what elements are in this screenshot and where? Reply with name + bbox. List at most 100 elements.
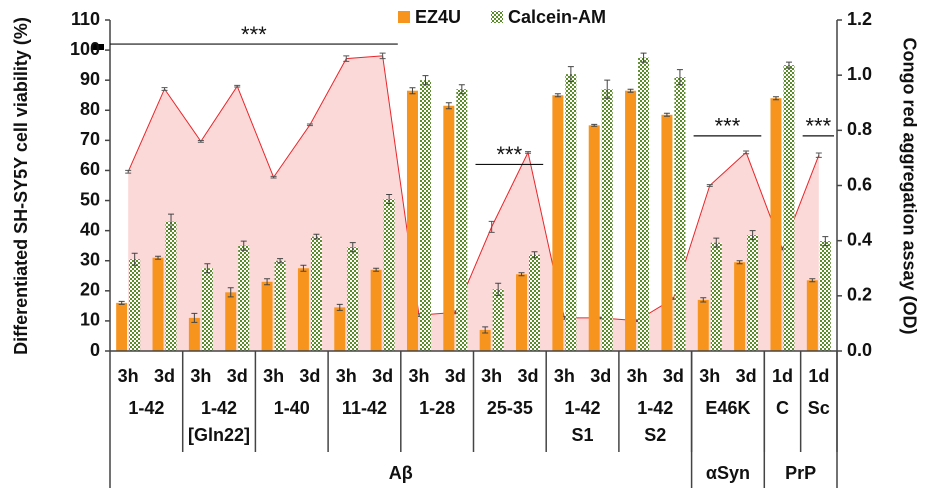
error-bar	[270, 175, 277, 179]
bar	[770, 98, 782, 352]
error-bar	[349, 242, 356, 253]
error-bar	[713, 237, 720, 248]
x-tick-label: 3d	[299, 366, 320, 386]
error-bar	[495, 282, 502, 296]
significance-label: ***	[805, 114, 831, 139]
x-tick-label: 3d	[590, 366, 611, 386]
y-tick-label: 10	[80, 310, 100, 330]
bar	[638, 57, 650, 351]
family-label: Aβ	[389, 463, 413, 483]
bar	[129, 259, 141, 351]
error-bar	[567, 66, 574, 83]
error-bar	[379, 52, 386, 60]
family-label: αSyn	[706, 463, 750, 483]
y-tick-label: 80	[80, 99, 100, 119]
group-label: 1-42	[201, 398, 237, 418]
error-bar	[191, 312, 198, 323]
bar	[334, 307, 346, 351]
error-bar	[240, 240, 247, 251]
y2-tick-label: 0.4	[847, 229, 872, 249]
bar	[783, 65, 795, 352]
bar	[806, 280, 818, 351]
error-bar	[422, 75, 429, 86]
error-bar	[591, 123, 598, 127]
error-bar	[313, 233, 320, 240]
x-tick-label: 3h	[408, 366, 429, 386]
x-tick-label: 3d	[663, 366, 684, 386]
x-tick-label: 3d	[154, 366, 175, 386]
x-tick-label: 3h	[627, 366, 648, 386]
y-tick-label: 40	[80, 219, 100, 239]
x-tick-label: 3h	[554, 366, 575, 386]
group-label: 11-42	[342, 398, 387, 418]
error-bar	[488, 220, 495, 233]
error-bar	[640, 52, 647, 63]
error-bar	[234, 84, 241, 88]
significance-label: ***	[241, 22, 267, 47]
bar	[625, 90, 637, 352]
y-tick-label: 100	[70, 39, 100, 59]
bar	[383, 199, 395, 351]
bar	[370, 269, 382, 351]
y2-tick-label: 0.2	[847, 285, 872, 305]
y2-axis-label: Congo red aggregation assay (OD)	[899, 37, 919, 334]
error-bar	[458, 84, 465, 95]
bar	[456, 89, 468, 351]
x-tick-label: 3h	[699, 366, 720, 386]
error-bar	[445, 102, 452, 110]
bar	[188, 317, 200, 351]
bar	[419, 80, 431, 351]
error-bar	[785, 61, 792, 69]
bar	[516, 274, 528, 351]
error-bar	[749, 230, 756, 241]
error-bar	[663, 112, 670, 117]
y-tick-label: 50	[80, 189, 100, 209]
y-tick-label: 30	[80, 249, 100, 269]
group-label: C	[776, 398, 789, 418]
bar	[529, 254, 541, 351]
legend-label: Calcein-AM	[508, 7, 606, 27]
x-tick-label: 1d	[808, 366, 829, 386]
error-bar	[336, 303, 343, 311]
bar	[734, 262, 746, 351]
bar	[347, 247, 359, 351]
bar	[225, 292, 237, 351]
error-bar	[155, 255, 162, 260]
error-bar	[604, 79, 611, 99]
error-bar	[227, 287, 234, 298]
bar	[819, 241, 831, 351]
bar	[201, 268, 213, 351]
error-bar	[706, 184, 713, 187]
error-bar	[743, 150, 750, 155]
bar	[697, 299, 709, 351]
error-bar	[482, 326, 489, 334]
y-tick-label: 70	[80, 129, 100, 149]
y2-tick-label: 0.6	[847, 174, 872, 194]
group-label: E46K	[705, 398, 750, 418]
bar	[674, 77, 686, 351]
error-bar	[531, 251, 538, 259]
error-bar	[125, 169, 132, 174]
y-tick-label: 110	[71, 9, 100, 29]
error-bar	[627, 88, 634, 93]
x-tick-label: 3d	[445, 366, 466, 386]
x-tick-label: 3h	[481, 366, 502, 386]
y2-tick-label: 1.2	[847, 9, 872, 29]
error-bar	[676, 69, 683, 86]
bar	[274, 260, 286, 351]
x-tick-label: 3h	[263, 366, 284, 386]
bar	[406, 90, 418, 352]
significance-label: ***	[715, 114, 741, 139]
group-sublabel: S2	[644, 425, 666, 445]
group-label: 1-42	[128, 398, 164, 418]
line	[127, 55, 820, 322]
y2-tick-label: 0.0	[847, 340, 872, 360]
legend-label: EZ4U	[415, 7, 461, 27]
error-bar	[161, 87, 168, 91]
group-label: 25-35	[487, 398, 533, 418]
bar	[116, 302, 128, 351]
error-bar	[409, 87, 416, 95]
x-tick-label: 3d	[736, 366, 757, 386]
bar	[492, 289, 504, 351]
